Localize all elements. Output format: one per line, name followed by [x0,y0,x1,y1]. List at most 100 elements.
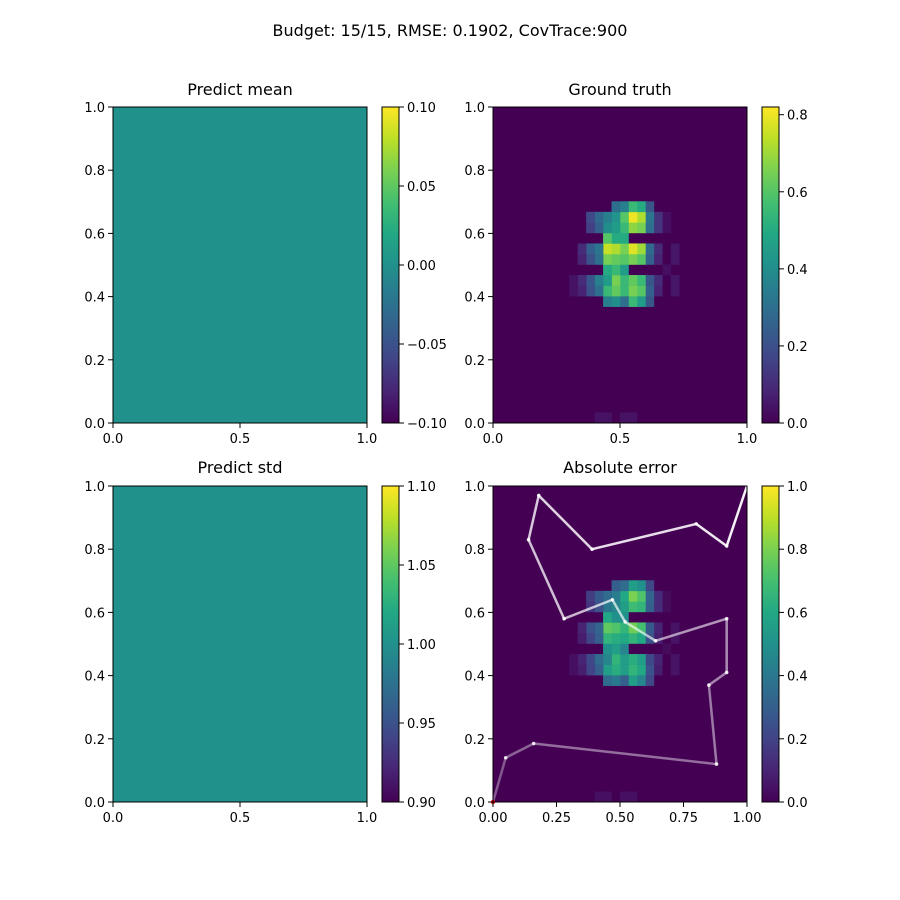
x-tick-label: 1.0 [357,811,378,826]
heatmap-cell [603,643,612,655]
y-tick-label: 0.2 [464,354,485,369]
path-segment [611,598,627,624]
axes: 0.00 0.25 0.50 0.75 1.00 0.0 0.2 0.4 0.6 0.8 1.0 [464,480,761,826]
x-tick-label: 0.25 [542,811,571,826]
heatmap-cell [620,285,629,297]
path-point [536,493,541,498]
path-segment [527,538,566,620]
heatmap-cell [653,622,663,634]
colorbar-tick-label: 1.10 [407,480,436,495]
heatmap-cell [628,243,638,255]
path-segment [491,756,507,804]
heatmap-cell [628,601,638,613]
heatmap-cell [603,791,612,803]
panel-absolute-error: Absolute error 0.00 0.25 0.50 0.75 1.000.00.… [464,458,807,826]
heatmap-cell [611,590,621,602]
heatmap-cell [577,664,587,676]
heatmap-cell [628,285,638,297]
heatmap-cell [620,412,629,424]
heatmap-cell [620,590,629,602]
heatmap-cell [611,622,621,634]
heatmap-cell [636,243,646,255]
heatmap-cell [636,601,646,613]
heatmap-cell [620,643,629,655]
heatmap-cell [645,253,655,265]
heatmap-cell [636,296,646,307]
heatmap-cell [586,664,595,676]
heatmap-cell [653,601,663,613]
heatmap-cell [603,232,612,244]
x-tick-label: 0.0 [103,811,124,826]
heatmap-cell [594,632,604,644]
heatmap-cell [628,632,638,644]
y-tick-label: 0.0 [464,796,485,811]
heatmap-cell [645,285,655,297]
heatmap-cell [594,285,604,297]
heatmap-cell [603,412,612,424]
axes: 0.0 0.5 1.0 0.0 0.2 0.4 0.6 0.8 1.0 [84,101,377,447]
y-tick-label: 0.6 [464,227,485,242]
path-point [562,616,566,621]
heatmap-cell [611,232,621,244]
heatmap-cell [628,275,638,286]
colorbar-tick-label: 1.00 [407,638,436,653]
colorbar-tick-label: 0.90 [407,796,436,811]
path-point [503,755,508,760]
y-tick-label: 0.0 [84,417,105,432]
heatmap-cell [670,253,680,265]
colorbar: 0.0 0.2 0.4 0.6 0.8 [761,106,808,432]
heatmap-cell [611,264,621,276]
heatmap-fill [113,107,367,423]
colorbar-tick-label: 0.6 [787,186,808,201]
y-tick-label: 1.0 [84,480,105,495]
y-tick-label: 0.8 [464,543,485,558]
heatmap-cell [628,222,638,234]
heatmap-cell [594,412,604,424]
figure-suptitle: Budget: 15/15, RMSE: 0.1902, CovTrace:90… [273,21,628,40]
path-point [694,522,698,526]
path-segment [562,598,614,620]
heatmap-cell [620,275,629,286]
heatmap-cell [603,253,612,265]
colorbar-tick-label: 0.2 [787,340,808,355]
heatmap-cell [636,654,646,665]
path-point [724,616,729,621]
heatmap-cell [636,580,646,592]
heatmap-cell [569,664,578,676]
heatmap-image [493,107,747,424]
heatmap-cell [645,664,655,676]
heatmap-cell [611,253,621,265]
y-tick-label: 1.0 [464,101,485,116]
heatmap-cell [620,601,629,613]
heatmap-cell [620,675,629,686]
y-tick-label: 0.4 [464,291,485,306]
heatmap-cell [636,590,646,602]
x-tick-label: 1.0 [357,432,378,447]
colorbar-tick-label: 1.05 [407,559,436,574]
heatmap-cell [586,222,595,234]
heatmap-cell [620,664,629,676]
heatmap-cell [611,285,621,297]
heatmap-cell [603,222,612,234]
heatmap-cell [620,243,629,255]
heatmap-cell [653,654,663,665]
x-tick-label: 0.0 [103,432,124,447]
heatmap-cell [603,590,612,602]
panel-title: Absolute error [563,458,677,477]
heatmap-cell [628,791,638,803]
heatmap-cell [628,296,638,307]
y-tick-label: 0.6 [84,227,105,242]
heatmap-cell [586,253,595,265]
heatmap-cell [620,622,629,634]
path-segment [654,617,728,643]
heatmap-cell [653,664,663,676]
heatmap-cell [670,285,680,297]
heatmap-cell [662,601,672,613]
heatmap-cell [611,611,621,623]
path-segment [504,742,535,760]
heatmap-cell [611,201,621,213]
y-tick-label: 0.0 [84,796,105,811]
heatmap-cell [628,201,638,213]
colorbar-tick-label: 0.4 [787,263,808,278]
heatmap-cell [603,275,612,286]
